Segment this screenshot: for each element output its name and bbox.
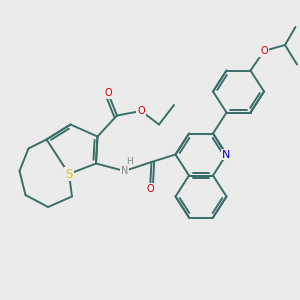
Text: O: O (146, 184, 154, 194)
Text: N: N (222, 149, 231, 160)
Text: H: H (127, 158, 133, 166)
Text: O: O (104, 88, 112, 98)
Text: S: S (65, 167, 73, 181)
Text: N: N (121, 166, 128, 176)
Text: O: O (260, 46, 268, 56)
Text: O: O (137, 106, 145, 116)
